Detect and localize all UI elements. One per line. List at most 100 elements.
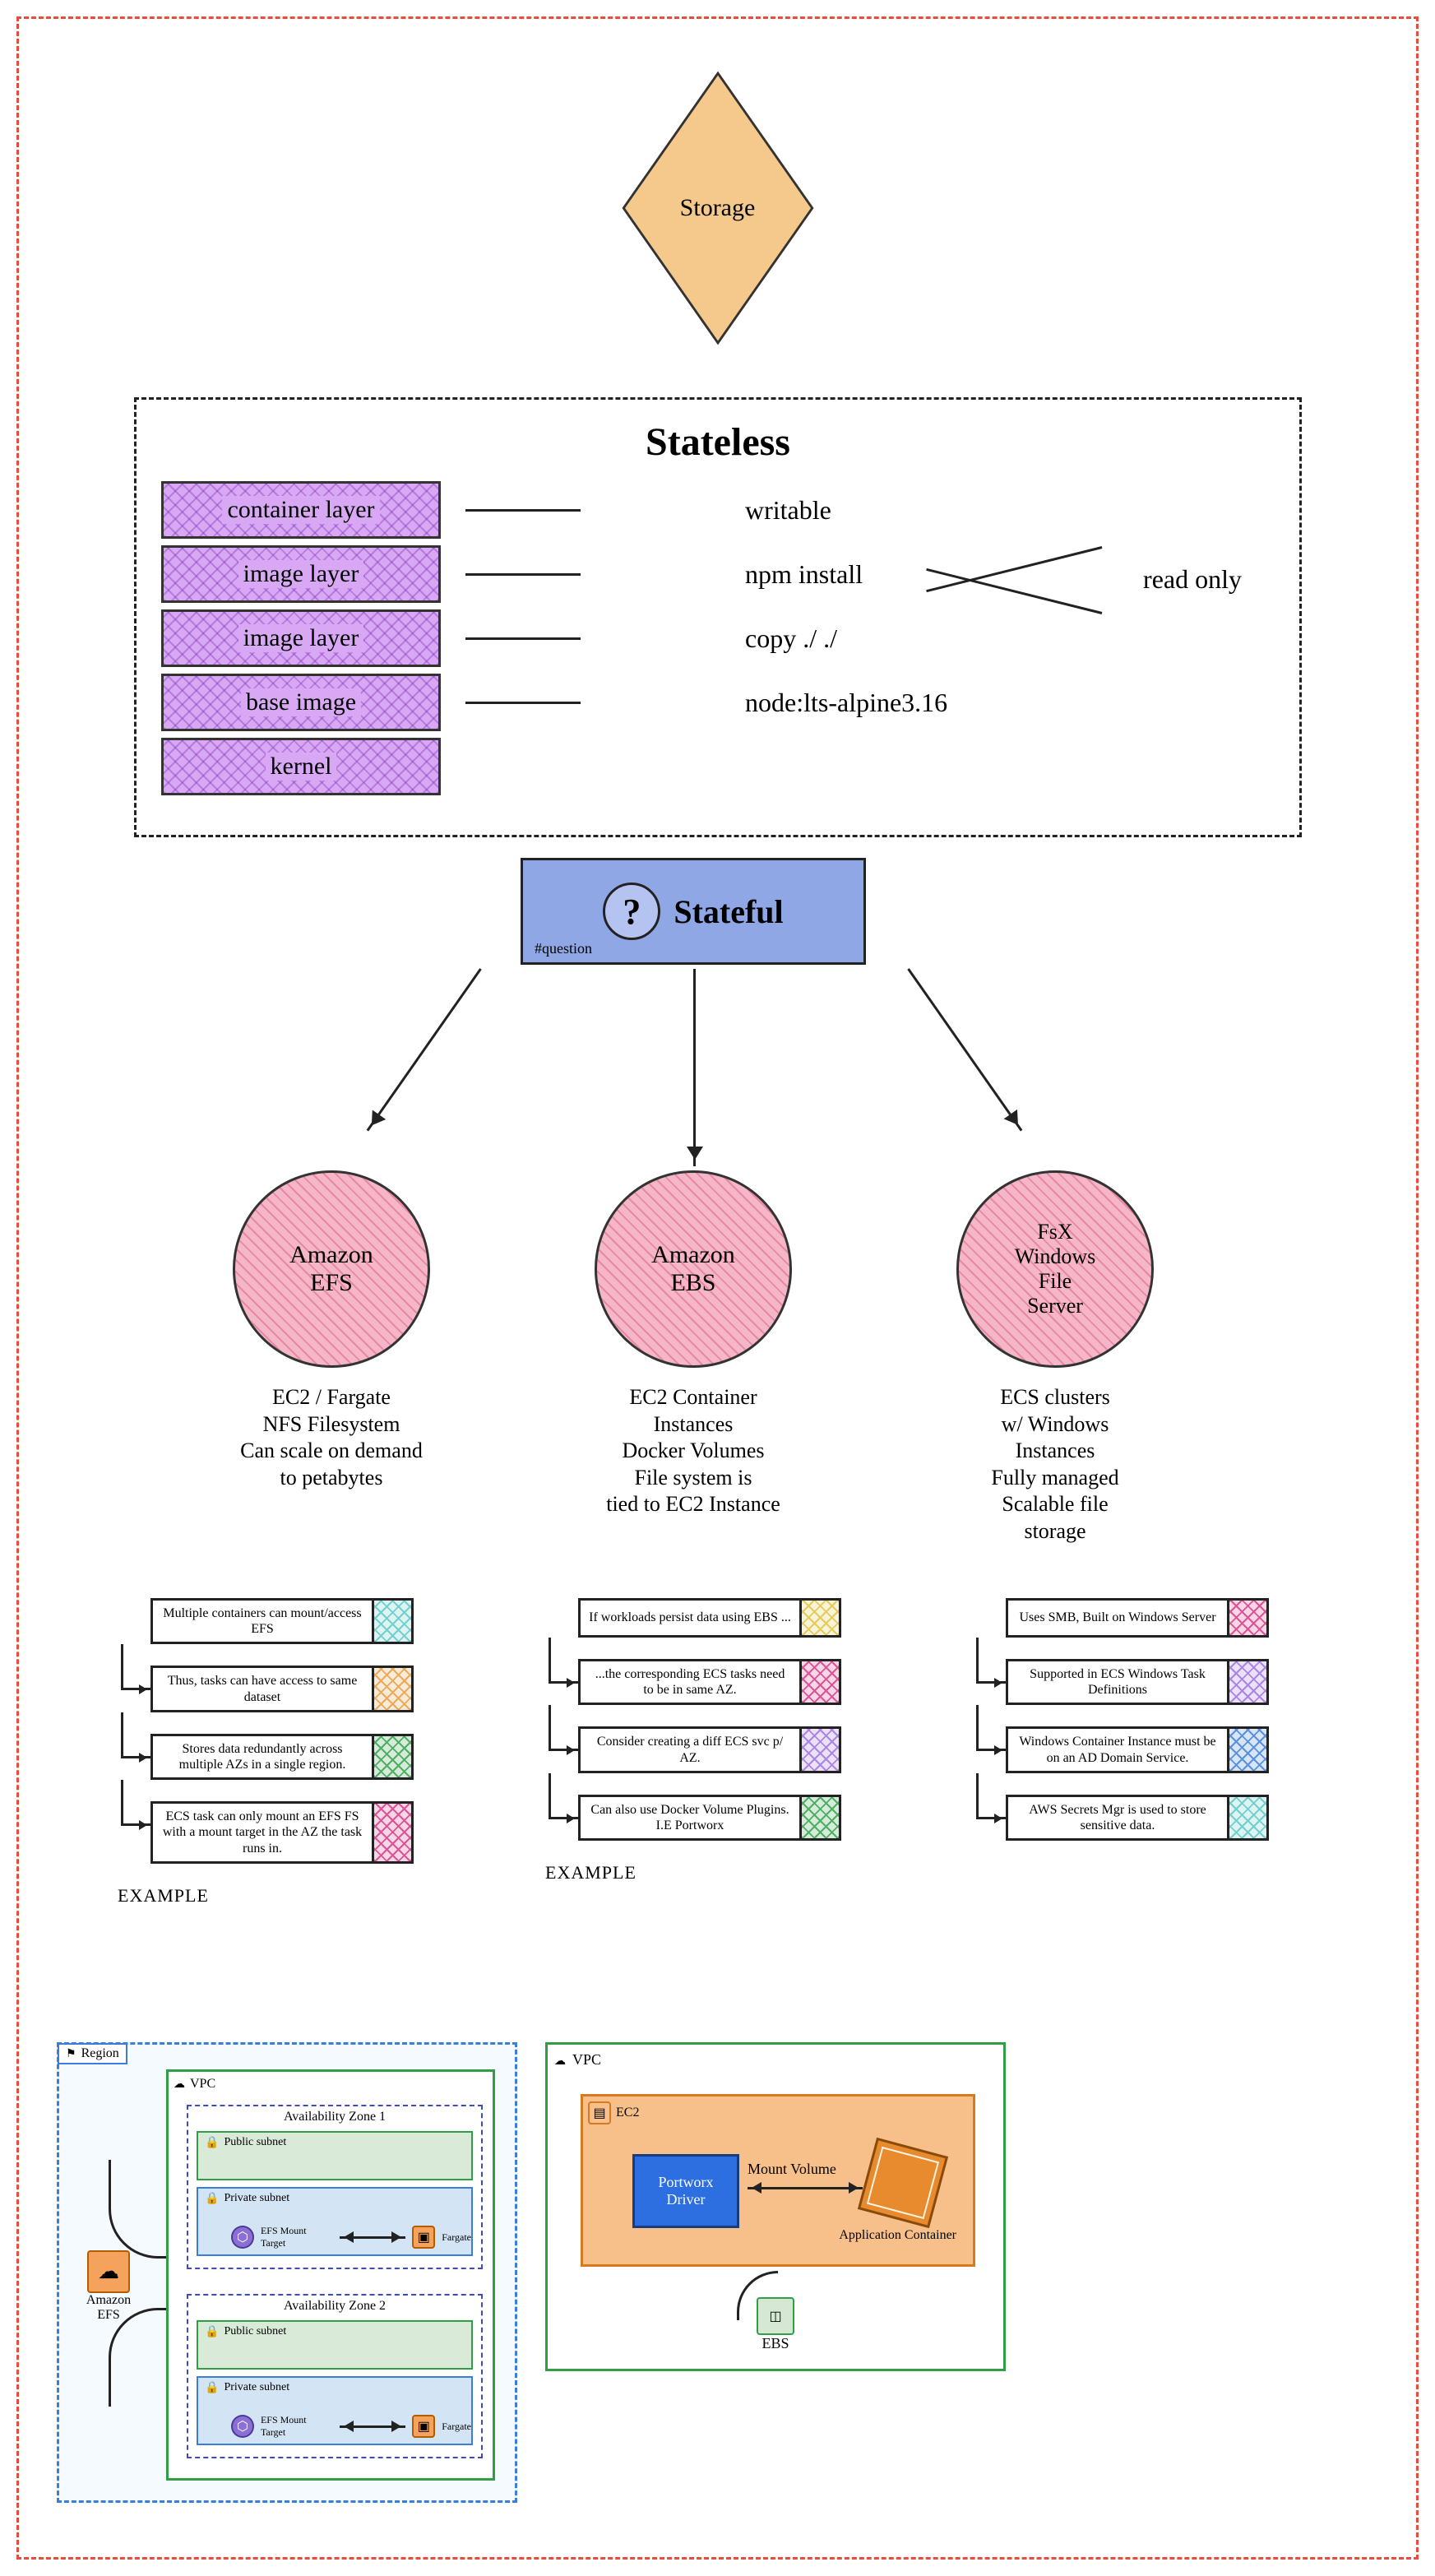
flow-tab [374, 1598, 414, 1644]
flow-text: Multiple containers can mount/access EFS [150, 1598, 374, 1644]
lock-icon [205, 2381, 219, 2395]
flow-connector [549, 1638, 578, 1684]
flow-text: Stores data redundantly across multiple … [150, 1734, 374, 1780]
layer-note: node:lts-alpine3.16 [745, 688, 947, 718]
mount-label: Mount Volume [748, 2161, 836, 2178]
ebs-flow: If workloads persist data using EBS ... … [545, 1598, 841, 1883]
az1-private-subnet: Private subnet ⬡ EFS Mount Target ▣ Farg… [197, 2187, 473, 2256]
vpc-label: VPC [190, 2077, 215, 2092]
portworx-box: Portworx Driver [632, 2154, 739, 2228]
layer-note: copy ./ ./ [745, 623, 837, 654]
flow-tab [802, 1659, 841, 1705]
flow-step: ...the corresponding ECS tasks need to b… [578, 1659, 841, 1705]
layer-note: npm install [745, 559, 863, 590]
az2: Availability Zone 2 Public subnet Privat… [187, 2294, 483, 2458]
efs-circle: Amazon EFS [233, 1170, 430, 1368]
flow-connector [976, 1638, 1006, 1684]
portworx-label: Portworx Driver [659, 2174, 714, 2208]
ebs-desc: EC2 Container Instances Docker Volumes F… [562, 1384, 825, 1518]
az1: Availability Zone 1 Public subnet Privat… [187, 2105, 483, 2269]
region-label: Region [81, 2046, 119, 2061]
layer-name: container layer [222, 496, 379, 524]
efs-example-diagram: Region ☁ Amazon EFS VPC Availability Zon… [57, 2042, 517, 2503]
arrow-to-fsx [907, 968, 1022, 1131]
fsx-desc: ECS clusters w/ Windows Instances Fully … [923, 1384, 1187, 1545]
public-label: Public subnet [224, 2136, 286, 2149]
az1-public-subnet: Public subnet [197, 2131, 473, 2180]
lock-icon [205, 2325, 219, 2339]
flow-connector [976, 1773, 1006, 1819]
flow-tab [1229, 1795, 1269, 1841]
vpc-box: VPC Availability Zone 1 Public subnet Pr… [166, 2069, 495, 2481]
flow-step: Thus, tasks can have access to same data… [150, 1666, 414, 1712]
flow-tab [1229, 1726, 1269, 1772]
arrow-to-efs [367, 968, 482, 1131]
layer-kernel: kernel [161, 738, 1275, 795]
efs-flow: Multiple containers can mount/access EFS… [118, 1598, 414, 1907]
vpc-icon [554, 2051, 566, 2069]
ebs-title: Amazon EBS [638, 1241, 748, 1297]
flow-connector [549, 1705, 578, 1751]
flow-tab [802, 1726, 841, 1772]
connector [465, 509, 581, 512]
arrow-to-ebs [693, 969, 696, 1166]
connector [465, 702, 581, 704]
app-container-shape [858, 2138, 948, 2228]
flow-tab [802, 1598, 841, 1638]
flow-tab [374, 1734, 414, 1780]
question-icon: ? [603, 883, 660, 940]
stateful-label: Stateful [674, 892, 783, 931]
vpc-icon [174, 2077, 185, 2092]
flow-step: ECS task can only mount an EFS FS with a… [150, 1801, 414, 1864]
private-label: Private subnet [224, 2192, 289, 2205]
flow-step: AWS Secrets Mgr is used to store sensiti… [1006, 1795, 1269, 1841]
az2-public-subnet: Public subnet [197, 2320, 473, 2370]
layer-note: writable [745, 495, 831, 526]
flow-tab [1229, 1598, 1269, 1638]
layer-name: kernel [266, 753, 337, 781]
mount-label: EFS Mount Target [261, 2414, 334, 2439]
efs-icon: ☁ [87, 2250, 130, 2293]
private-label: Private subnet [224, 2381, 289, 2394]
diamond-label: Storage [603, 76, 833, 340]
layer-image-1: image layer npm install [161, 545, 1275, 603]
stateless-title: Stateless [161, 419, 1275, 465]
mt-fg-arrow [340, 2425, 405, 2428]
fargate-label: Fargate [442, 2421, 471, 2433]
readonly-label: read only [1143, 564, 1242, 595]
flow-step: If workloads persist data using EBS ... [578, 1598, 841, 1638]
flow-step: Windows Container Instance must be on an… [1006, 1726, 1269, 1772]
fargate-icon: ▣ [412, 2226, 435, 2249]
ebs-service: ◫ EBS [757, 2297, 794, 2352]
layer-name: image layer [238, 624, 364, 652]
flow-text: Windows Container Instance must be on an… [1006, 1726, 1229, 1772]
mount-arrow [748, 2187, 863, 2189]
mount-target-icon: ⬡ [231, 2415, 254, 2438]
flow-text: Thus, tasks can have access to same data… [150, 1666, 374, 1712]
az1-title: Availability Zone 1 [188, 2110, 481, 2124]
layer-name: image layer [238, 560, 364, 588]
flow-connector [976, 1705, 1006, 1751]
example-label: EXAMPLE [118, 1885, 414, 1907]
flow-text: Can also use Docker Volume Plugins. I.E … [578, 1795, 802, 1841]
mount-target-icon: ⬡ [231, 2226, 254, 2249]
ebs-icon: ◫ [757, 2297, 794, 2335]
flow-tab [802, 1795, 841, 1841]
efs-desc: EC2 / Fargate NFS Filesystem Can scale o… [200, 1384, 463, 1491]
connector [465, 573, 581, 576]
flow-connector [549, 1773, 578, 1819]
ec2-label: EC2 [616, 2106, 639, 2120]
stateless-panel: Stateless container layer writable image… [134, 397, 1302, 837]
az2-title: Availability Zone 2 [188, 2299, 481, 2314]
ebs-example-diagram: VPC ▤ EC2 Portworx Driver Mount Volume A… [545, 2042, 1006, 2371]
flow-text: Supported in ECS Windows Task Definition… [1006, 1659, 1229, 1705]
flow-connector [121, 1644, 150, 1690]
flow-tab [374, 1801, 414, 1864]
flow-step: Stores data redundantly across multiple … [150, 1734, 414, 1780]
vpc-tag: VPC [554, 2051, 601, 2069]
flow-tab [374, 1666, 414, 1712]
flow-text: ...the corresponding ECS tasks need to b… [578, 1659, 802, 1705]
stateful-tag: #question [535, 940, 592, 957]
layer-image-2: image layer copy ./ ./ [161, 609, 1275, 667]
flow-connector [121, 1780, 150, 1826]
